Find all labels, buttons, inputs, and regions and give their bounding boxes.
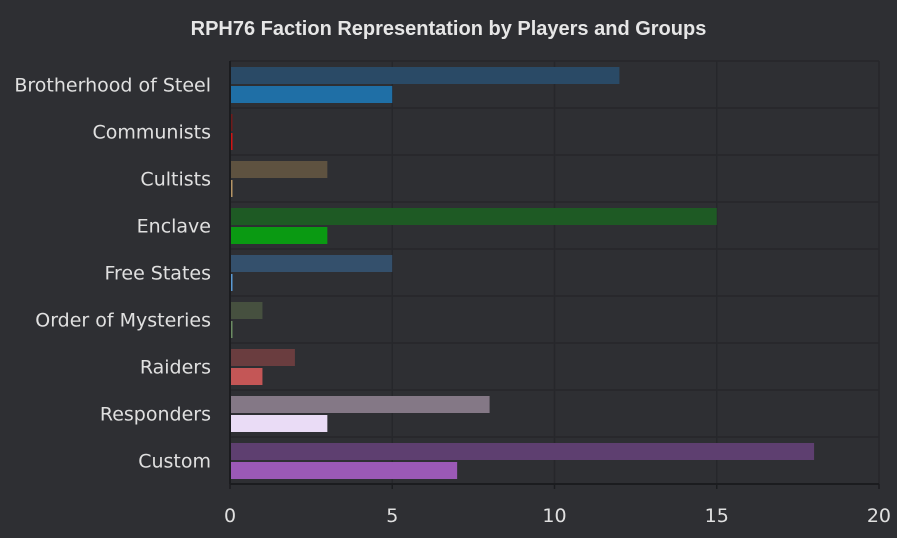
bar — [230, 462, 458, 479]
category-label: Brotherhood of Steel — [14, 75, 211, 97]
category-label: Cultists — [140, 169, 211, 191]
x-tick-label: 0 — [224, 505, 236, 527]
x-tick-label: 10 — [542, 505, 566, 527]
bar — [230, 67, 620, 84]
bar — [230, 114, 233, 131]
category-label: Responders — [100, 404, 211, 426]
category-label: Free States — [104, 263, 211, 285]
bar — [230, 349, 295, 366]
category-label: Raiders — [140, 357, 211, 379]
bar — [230, 180, 233, 197]
bar — [230, 208, 717, 225]
bar — [230, 227, 328, 244]
bar — [230, 415, 328, 432]
bar — [230, 321, 233, 338]
bar — [230, 443, 815, 460]
category-label: Order of Mysteries — [35, 310, 211, 332]
bar — [230, 368, 263, 385]
bar — [230, 86, 393, 103]
x-tick-label: 15 — [705, 505, 729, 527]
category-label: Enclave — [137, 216, 211, 238]
bar — [230, 255, 393, 272]
category-label: Custom — [138, 451, 211, 473]
category-label: Communists — [92, 122, 211, 144]
x-tick-label: 20 — [867, 505, 891, 527]
bar — [230, 302, 263, 319]
chart-title: RPH76 Faction Representation by Players … — [190, 18, 707, 40]
bar — [230, 396, 490, 413]
bar — [230, 133, 233, 150]
x-tick-label: 5 — [386, 505, 398, 527]
bar — [230, 274, 233, 291]
bar — [230, 161, 328, 178]
